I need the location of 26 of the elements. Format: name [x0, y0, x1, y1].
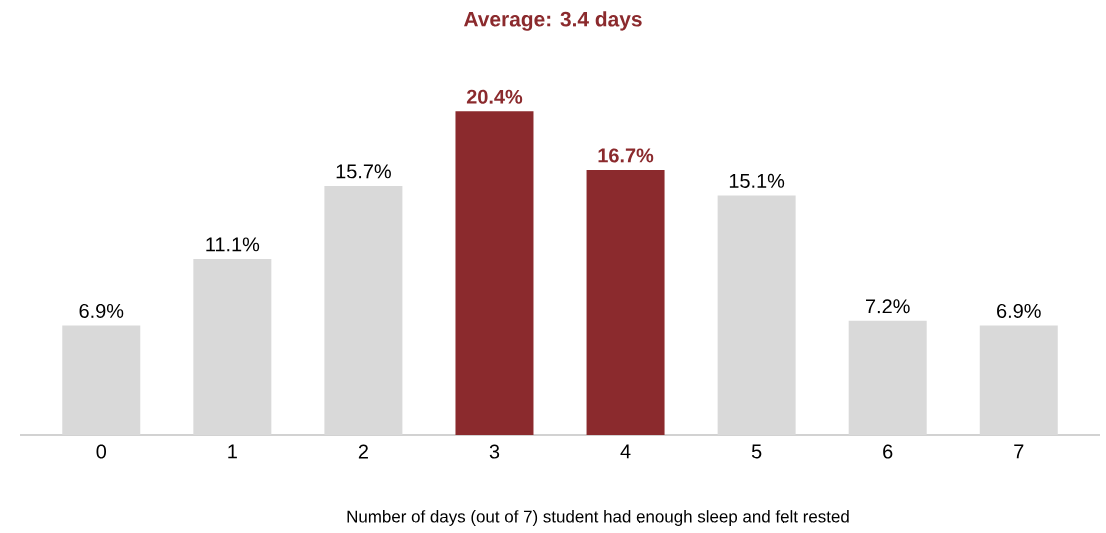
data-label: 7.2% — [866, 299, 910, 314]
x-tick-label: 2 — [358, 444, 368, 459]
chart-title: Average: 3.4 days — [463, 11, 642, 31]
x-tick-label: 4 — [620, 444, 631, 459]
data-label: 6.9% — [79, 303, 124, 318]
x-tick-label: 1 — [228, 444, 237, 459]
data-label: 11.1% — [206, 237, 260, 252]
x-tick-label: 3 — [489, 444, 500, 459]
bar — [848, 320, 927, 435]
x-tick-label: 5 — [751, 444, 762, 459]
data-label: 15.1% — [729, 173, 785, 188]
data-label: 15.7% — [336, 164, 391, 179]
x-axis-title: Number of days (out of 7) student had enough sleep and felt rested — [347, 510, 849, 526]
bar — [717, 195, 796, 435]
data-label: 16.7% — [598, 148, 654, 163]
bar — [979, 325, 1058, 435]
data-label: 20.4% — [466, 89, 523, 104]
bar — [193, 258, 272, 435]
bar — [324, 185, 403, 435]
x-tick-label: 0 — [96, 444, 107, 459]
bar — [62, 325, 141, 435]
data-label: 6.9% — [997, 303, 1041, 318]
x-tick-label: 7 — [1014, 444, 1024, 459]
bar — [586, 170, 665, 435]
bar — [455, 111, 534, 435]
x-tick-label: 6 — [883, 444, 893, 459]
